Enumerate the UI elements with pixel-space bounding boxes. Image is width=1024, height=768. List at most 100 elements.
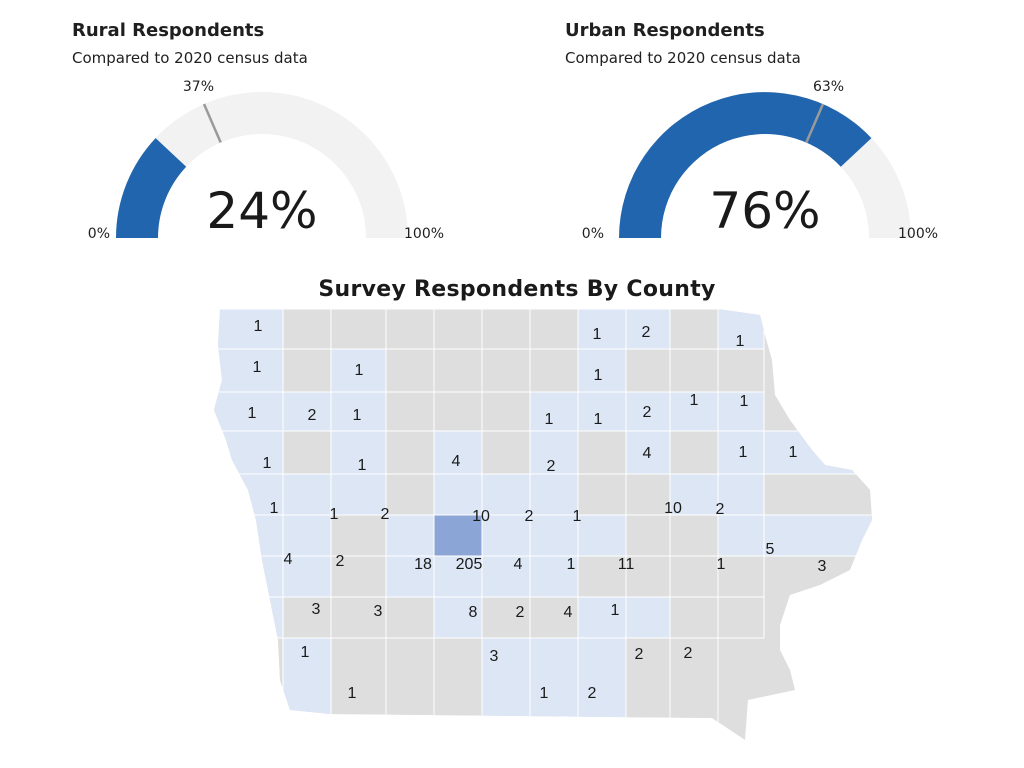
county-count-label: 1 [248, 405, 257, 422]
county-count-label: 2 [684, 645, 693, 662]
county-cell-with-respondents [625, 430, 671, 475]
county-count-label: 1 [573, 508, 582, 525]
county-cell-with-respondents [214, 596, 284, 639]
county-cell-no-respondents [481, 348, 531, 393]
county-cells [214, 309, 872, 740]
county-count-label: 4 [643, 445, 652, 462]
rural-gauge-fill [116, 138, 187, 238]
county-cell-no-respondents [625, 514, 671, 557]
county-cell-no-respondents [385, 309, 435, 350]
county-cell-no-respondents [529, 596, 579, 639]
rural-gauge-track [116, 92, 408, 238]
county-count-label: 2 [547, 458, 556, 475]
county-cell-no-respondents [481, 309, 531, 350]
county-cell-with-respondents [717, 514, 765, 557]
county-count-label: 1 [717, 556, 726, 573]
rural-gauge-reference-label: 37% [183, 79, 214, 95]
rural-gauge-min-label: 0% [88, 226, 110, 242]
county-cell-no-respondents [282, 309, 332, 350]
county-cell-with-respondents [282, 473, 332, 516]
rural-gauge: Rural Respondents Compared to 2020 censu… [72, 20, 444, 242]
county-cell-no-respondents [529, 309, 579, 350]
county-cell-with-respondents [577, 391, 627, 432]
county-cell-no-respondents [330, 514, 387, 557]
county-cell-with-respondents [214, 555, 284, 598]
county-cell-with-respondents [214, 348, 284, 393]
county-count-label: 1 [254, 318, 263, 335]
county-cell-with-respondents [433, 514, 483, 557]
county-count-label: 10 [472, 508, 490, 525]
county-count-label: 4 [514, 556, 523, 573]
county-cell-no-respondents [763, 473, 872, 516]
county-cell-with-respondents [330, 348, 387, 393]
map-title: Survey Respondents By County [318, 277, 715, 302]
county-count-label: 2 [588, 685, 597, 702]
county-cell-no-respondents [481, 391, 531, 432]
county-cell-with-respondents [214, 514, 284, 557]
county-cell-no-respondents [481, 430, 531, 475]
county-count-label: 4 [564, 604, 573, 621]
county-cell-with-respondents [577, 309, 627, 350]
county-count-label: 1 [263, 455, 272, 472]
county-count-label: 1 [545, 411, 554, 428]
county-cell-no-respondents [385, 391, 435, 432]
county-cell-no-respondents [433, 637, 483, 740]
county-cell-no-respondents [433, 391, 483, 432]
rural-gauge-subtitle: Compared to 2020 census data [72, 49, 308, 67]
county-cell-no-respondents [577, 473, 627, 516]
urban-gauge-min-label: 0% [582, 226, 604, 242]
county-cell-no-respondents [669, 637, 719, 740]
county-count-label: 10 [664, 500, 682, 517]
county-count-label: 1 [789, 444, 798, 461]
county-count-label: 2 [516, 604, 525, 621]
county-count-label: 2 [716, 501, 725, 518]
county-count-label: 11 [618, 556, 635, 573]
rural-gauge-max-label: 100% [404, 226, 444, 242]
county-cell-with-respondents [481, 555, 531, 598]
county-cell-no-respondents [669, 348, 719, 393]
county-cell-no-respondents [669, 555, 719, 598]
county-cell-with-respondents [282, 514, 332, 557]
county-count-label: 1 [567, 556, 576, 573]
urban-gauge: Urban Respondents Compared to 2020 censu… [565, 20, 938, 242]
county-cell-no-respondents [529, 348, 579, 393]
county-cell-no-respondents [669, 430, 719, 475]
county-count-label: 1 [594, 367, 603, 384]
urban-gauge-title: Urban Respondents [565, 20, 765, 41]
county-count-label: 205 [456, 556, 483, 573]
county-cell-with-respondents [625, 596, 671, 639]
county-count-label: 8 [469, 604, 478, 621]
county-cell-no-respondents [625, 348, 671, 393]
county-count-label: 2 [525, 508, 534, 525]
county-cell-no-respondents [433, 348, 483, 393]
county-cell-with-respondents [330, 430, 387, 475]
county-map: 1 21 11 1 11 2 1 1 1 21 11 1 4 24 1 11 1 2 10 2 1 10 24 2 18 205 4… [214, 309, 872, 740]
county-count-label: 1 [739, 444, 748, 461]
county-count-label: 2 [643, 404, 652, 421]
county-count-label: 1 [330, 506, 339, 523]
county-cell-no-respondents [717, 596, 765, 639]
county-count-label: 1 [270, 500, 279, 517]
county-cell-no-respondents [717, 348, 765, 393]
urban-gauge-subtitle: Compared to 2020 census data [565, 49, 801, 67]
county-count-label: 1 [253, 359, 262, 376]
rural-gauge-value: 24% [206, 182, 317, 240]
county-cell-no-respondents [282, 348, 332, 393]
county-cell-with-respondents [529, 514, 579, 557]
county-cell-with-respondents [330, 473, 387, 516]
county-count-label: 4 [452, 453, 461, 470]
county-cell-no-respondents [577, 430, 627, 475]
county-count-label: 3 [818, 558, 827, 575]
county-cell-with-respondents [529, 555, 579, 598]
county-cell-no-respondents [625, 637, 671, 740]
county-count-label: 1 [740, 393, 749, 410]
county-cell-with-respondents [763, 514, 872, 557]
county-cell-with-respondents [577, 514, 627, 557]
county-count-label: 3 [374, 603, 383, 620]
county-cell-no-respondents [385, 596, 435, 639]
county-count-label: 18 [414, 556, 432, 573]
county-count-label: 1 [611, 602, 620, 619]
county-count-label: 2 [642, 324, 651, 341]
county-count-label: 1 [301, 644, 310, 661]
county-cell-with-respondents [717, 473, 765, 516]
